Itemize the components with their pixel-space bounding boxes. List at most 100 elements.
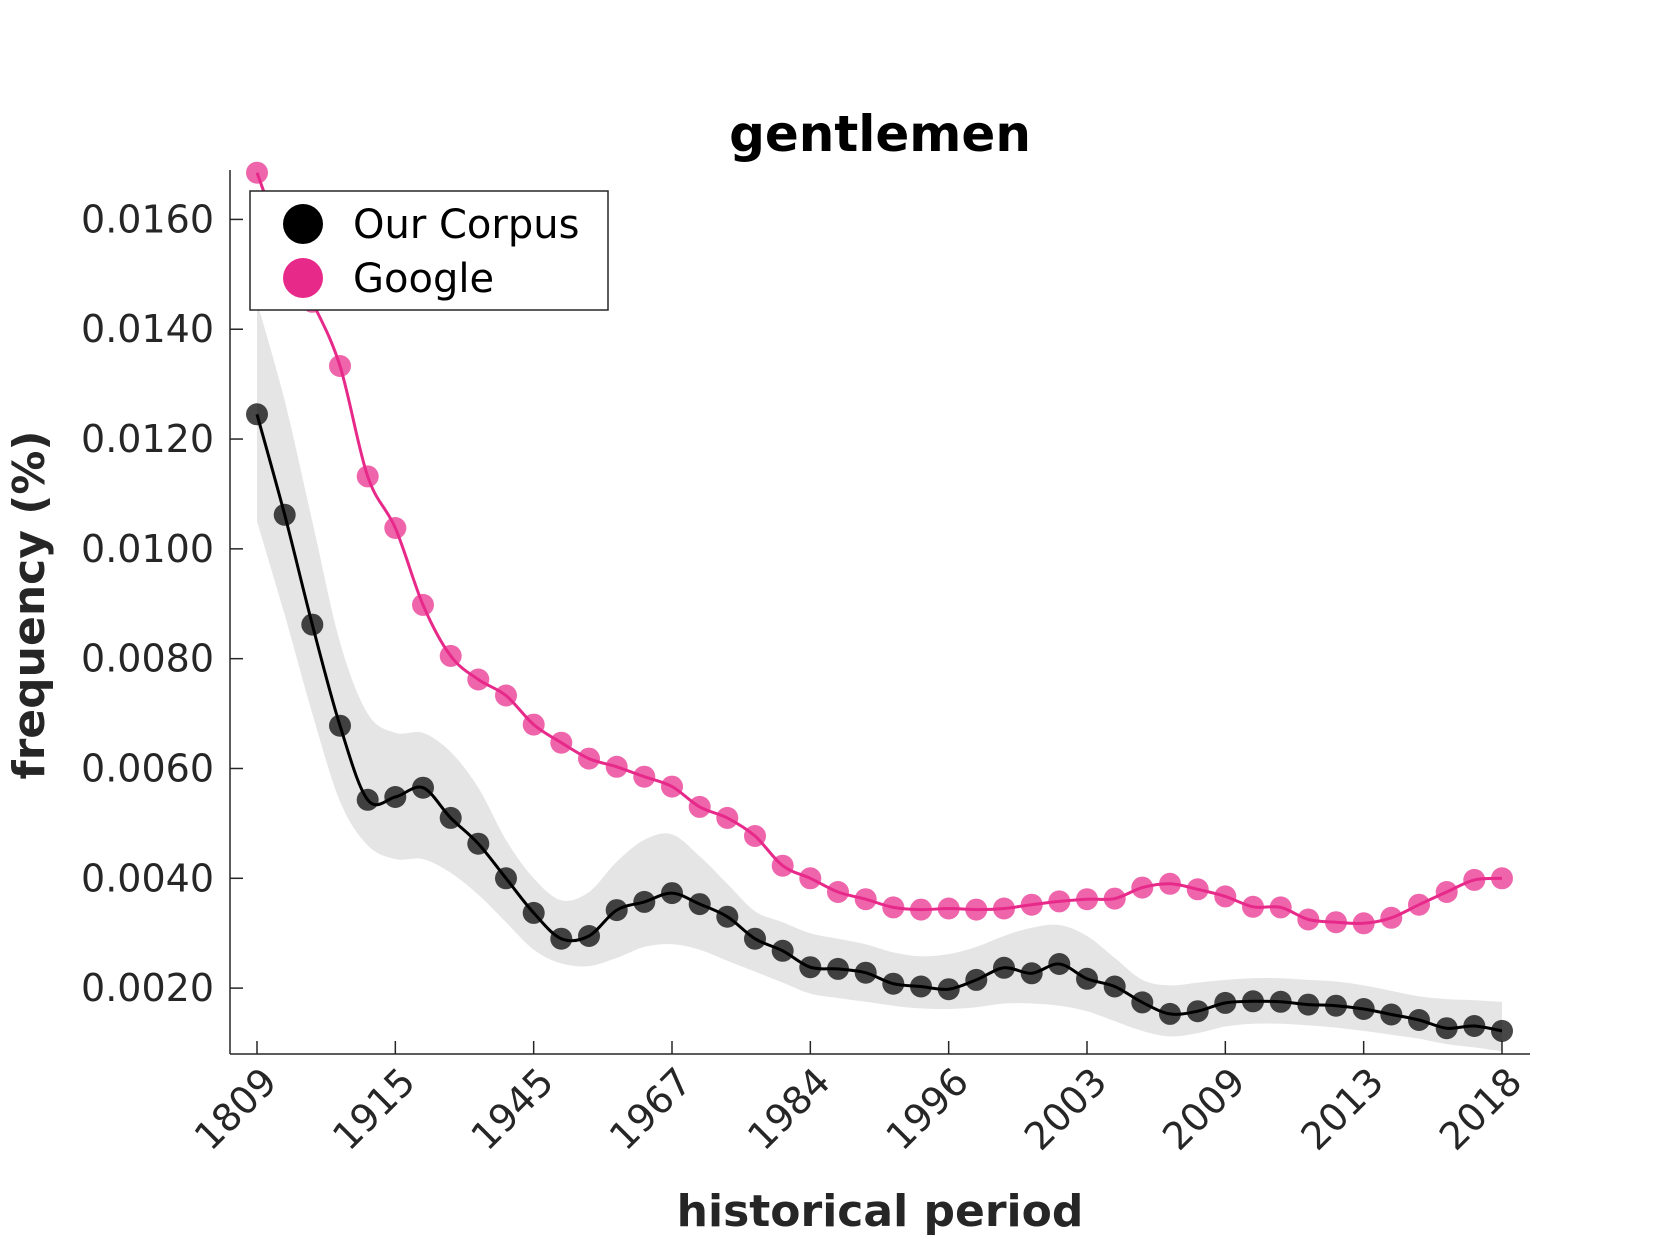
x-tick-label: 1915 xyxy=(324,1059,424,1159)
data-point-our-corpus xyxy=(550,927,573,950)
data-point-google xyxy=(1408,893,1430,916)
data-point-our-corpus xyxy=(1048,953,1071,975)
data-point-google xyxy=(1242,895,1264,918)
data-point-our-corpus xyxy=(412,776,434,799)
data-point-our-corpus xyxy=(799,956,822,979)
data-point-our-corpus xyxy=(716,905,739,928)
data-point-google xyxy=(522,713,545,736)
data-point-google xyxy=(1048,890,1071,913)
data-point-google xyxy=(1076,888,1098,911)
data-point-google xyxy=(1214,885,1237,908)
data-point-google xyxy=(578,747,600,770)
y-tick-label: 0.0060 xyxy=(81,746,214,790)
data-point-our-corpus xyxy=(578,925,600,947)
data-point-our-corpus xyxy=(495,867,517,890)
legend-marker-our-corpus xyxy=(283,204,323,244)
data-point-our-corpus xyxy=(1352,998,1375,1020)
data-point-our-corpus xyxy=(937,978,960,1001)
data-point-google xyxy=(1325,911,1347,934)
data-point-our-corpus xyxy=(633,890,656,913)
data-point-google xyxy=(744,825,766,847)
data-point-google xyxy=(1463,868,1486,891)
data-point-google xyxy=(965,898,988,921)
y-tick-label: 0.0160 xyxy=(81,197,214,241)
data-point-our-corpus xyxy=(1297,993,1320,1016)
data-point-google xyxy=(605,755,628,778)
data-point-google xyxy=(716,806,739,829)
data-point-our-corpus xyxy=(384,786,407,808)
data-point-our-corpus xyxy=(854,961,877,984)
legend-marker-google xyxy=(283,258,323,298)
data-point-google xyxy=(1269,896,1292,919)
data-point-our-corpus xyxy=(356,788,379,811)
data-point-google xyxy=(384,517,407,539)
data-point-google xyxy=(246,161,268,184)
data-point-our-corpus xyxy=(1408,1009,1430,1031)
data-point-google xyxy=(1103,887,1126,910)
x-tick-label: 1945 xyxy=(463,1059,563,1159)
y-axis-label: frequency (%) xyxy=(4,430,55,779)
data-point-our-corpus xyxy=(467,832,490,855)
data-point-google xyxy=(1020,893,1043,916)
y-tick-label: 0.0080 xyxy=(81,637,214,681)
y-tick-label: 0.0120 xyxy=(81,417,214,461)
data-point-our-corpus xyxy=(273,503,296,526)
data-point-google xyxy=(412,593,434,616)
data-point-our-corpus xyxy=(1242,990,1264,1013)
legend-label-our-corpus: Our Corpus xyxy=(353,202,579,248)
confidence-band-our-corpus xyxy=(257,301,1502,1052)
data-point-google xyxy=(356,465,379,488)
data-point-our-corpus xyxy=(771,939,794,962)
y-tick-label: 0.0100 xyxy=(81,527,214,571)
data-point-our-corpus xyxy=(605,899,628,922)
x-tick-label: 2018 xyxy=(1431,1059,1531,1159)
data-point-google xyxy=(771,854,794,877)
data-point-our-corpus xyxy=(993,956,1015,979)
data-point-google xyxy=(1491,867,1513,890)
data-point-our-corpus xyxy=(246,403,268,426)
data-point-google xyxy=(882,896,905,919)
data-point-our-corpus xyxy=(329,714,351,737)
data-point-our-corpus xyxy=(1103,975,1126,998)
legend: Our Corpus Google xyxy=(249,190,609,311)
data-point-google xyxy=(633,765,656,788)
data-point-google xyxy=(1435,881,1458,903)
data-point-our-corpus xyxy=(688,893,711,916)
data-point-our-corpus xyxy=(1214,991,1237,1014)
data-point-google xyxy=(827,881,849,903)
data-point-google xyxy=(910,898,932,921)
data-point-our-corpus xyxy=(827,957,849,980)
data-point-google xyxy=(993,897,1015,920)
data-point-our-corpus xyxy=(661,882,683,905)
data-point-our-corpus xyxy=(439,806,462,829)
x-tick-label: 1984 xyxy=(739,1059,839,1159)
x-tick-label: 2013 xyxy=(1293,1059,1393,1159)
x-axis-label: historical period xyxy=(677,1186,1084,1237)
plot-area: 0.0020 0.0040 0.0060 0.0080 0.0100 0.0120 0.01… xyxy=(81,161,1531,1159)
data-point-google xyxy=(1159,872,1181,895)
x-tick-label: 2009 xyxy=(1154,1059,1254,1159)
data-point-google xyxy=(937,897,960,920)
data-point-our-corpus xyxy=(1020,962,1043,985)
data-point-our-corpus xyxy=(1325,994,1347,1017)
data-point-google xyxy=(550,731,573,754)
chart-title: gentlemen xyxy=(729,105,1031,163)
data-point-our-corpus xyxy=(522,901,545,924)
data-point-our-corpus xyxy=(744,927,766,950)
data-point-google xyxy=(495,684,517,707)
data-point-our-corpus xyxy=(1435,1017,1458,1040)
data-point-google xyxy=(467,668,490,691)
data-point-our-corpus xyxy=(1463,1015,1486,1037)
y-tick-label: 0.0040 xyxy=(81,856,214,900)
data-point-google xyxy=(329,355,351,377)
x-tick-label: 1967 xyxy=(601,1059,701,1159)
data-point-google xyxy=(854,888,877,911)
data-point-google xyxy=(1380,906,1403,929)
x-tick-label: 1996 xyxy=(878,1059,978,1159)
data-point-our-corpus xyxy=(965,968,988,991)
series-line-our-corpus xyxy=(255,413,1503,1033)
y-tick-label: 0.0140 xyxy=(81,307,214,351)
x-tick-label: 2003 xyxy=(1016,1059,1116,1159)
data-point-our-corpus xyxy=(910,975,932,998)
